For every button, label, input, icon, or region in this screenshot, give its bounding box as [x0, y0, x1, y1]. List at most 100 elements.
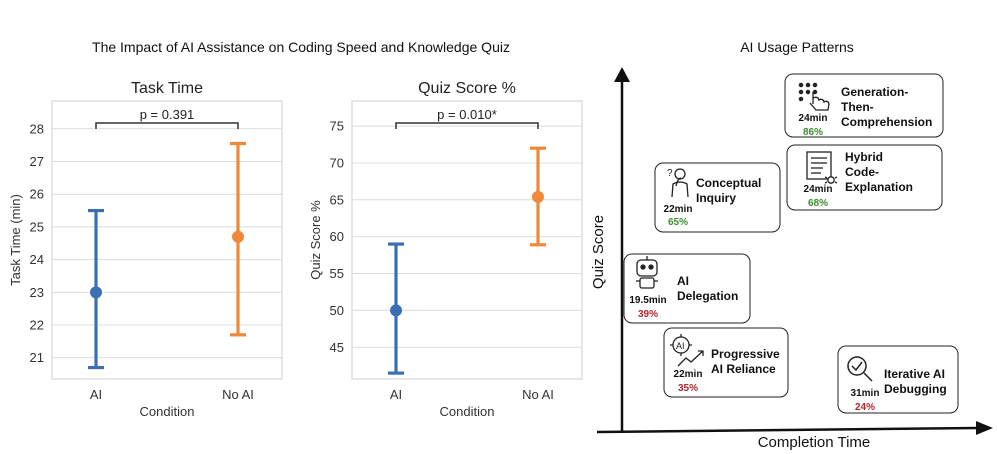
quiz-score-ylabel: Quiz Score % — [308, 200, 323, 280]
pattern-card-iterative-ai-debugging: Iterative AI Debugging 31min 24% — [837, 345, 959, 414]
robot-icon — [636, 256, 658, 289]
card-score: 35% — [678, 383, 698, 394]
quiz-score-title: Quiz Score % — [418, 80, 516, 97]
ai-gear-trend-icon: AI — [670, 334, 704, 367]
task-time-ytick-label: 25 — [30, 219, 44, 234]
pattern-card-conceptual-inquiry: ? Conceptual Inquiry 22min 65% — [654, 162, 781, 233]
task-time-title: Task Time — [131, 80, 203, 97]
card-time: 22min — [664, 204, 693, 215]
card-title-line: AI — [677, 274, 689, 288]
quiz-score-ytick-label: 50 — [330, 303, 344, 318]
quiz-score-ytick-label: 65 — [330, 192, 344, 207]
usage-patterns-diagram: AI Usage Patterns Completion Time Quiz S… — [590, 39, 993, 451]
card-title-line: Inquiry — [696, 191, 736, 205]
card-title-line: Code- — [845, 165, 879, 179]
card-title-line: Then- — [841, 100, 874, 114]
quiz-score-ytick-label: 75 — [330, 119, 344, 134]
card-score: 86% — [803, 127, 823, 138]
quiz-score-significance-bracket — [395, 122, 539, 129]
card-title-line: Generation- — [841, 85, 908, 99]
mean-point — [390, 304, 402, 317]
task-time-significance-bracket — [95, 122, 239, 129]
card-title-line: Hybrid — [845, 150, 883, 164]
quiz-score-ytick-label: 45 — [330, 340, 344, 355]
card-title-line: Explanation — [845, 180, 913, 194]
svg-text:Generation- Then-: Generation- Then- Comprehension — [841, 85, 932, 129]
card-score: 39% — [638, 309, 658, 320]
task-time-xtick-label: No AI — [222, 387, 254, 402]
usage-title: AI Usage Patterns — [740, 39, 854, 55]
card-score: 65% — [668, 217, 688, 228]
mean-point — [532, 190, 544, 203]
task-time-ytick-label: 27 — [30, 154, 44, 169]
card-box — [623, 253, 751, 324]
quiz-score-ytick-label: 70 — [330, 155, 344, 170]
task-time-ytick-label: 23 — [30, 285, 44, 300]
svg-text:Progressive AI Relianc: Progressive AI Reliance — [711, 347, 783, 376]
pattern-card-progressive-ai-reliance: AI Progressive AI Reliance 22min 35% — [663, 327, 789, 398]
mean-point — [232, 230, 244, 243]
card-time: 19.5min — [629, 295, 666, 306]
card-score: 24% — [855, 402, 875, 413]
task-time-errorbar-no-ai — [230, 141, 246, 337]
task-time-ytick-label: 21 — [30, 350, 44, 365]
svg-text:Conceptual Inquiry: Conceptual Inquiry — [696, 176, 765, 205]
task-time-p-value: p = 0.391 — [140, 107, 195, 122]
svg-text:Hybrid Code- E: Hybrid Code- Explanation — [845, 150, 913, 194]
card-box — [663, 327, 789, 398]
quiz-score-xlabel: Condition — [440, 404, 495, 419]
card-box — [784, 73, 944, 138]
quiz-score-plot-area — [351, 100, 583, 380]
task-time-panel: Task Time 21 22 23 24 25 26 27 28 AI No AI p = 0… — [8, 80, 283, 419]
card-time: 22min — [674, 369, 703, 380]
quiz-score-errorbar-ai — [388, 242, 404, 375]
card-title-line: Delegation — [677, 289, 738, 303]
svg-text:AI: AI — [676, 341, 685, 351]
task-time-plot-area — [51, 100, 283, 380]
magnifier-check-icon — [847, 356, 873, 382]
card-box — [837, 345, 959, 414]
quiz-score-xtick-label: No AI — [522, 387, 554, 402]
card-title-line: Comprehension — [841, 115, 932, 129]
task-time-ytick-label: 24 — [30, 252, 44, 267]
grid-pointer-icon — [798, 82, 830, 111]
figure-title: The Impact of AI Assistance on Coding Sp… — [92, 39, 510, 55]
task-time-xlabel: Condition — [140, 404, 195, 419]
card-box — [786, 144, 943, 211]
card-title-line: Conceptual — [696, 176, 761, 190]
quiz-score-ytick-label: 60 — [330, 229, 344, 244]
task-time-errorbar-ai — [88, 208, 104, 370]
mean-point — [90, 286, 102, 299]
usage-y-axis-arrow — [614, 67, 630, 82]
quiz-score-p-value: p = 0.010* — [437, 107, 497, 122]
quiz-score-ytick-label: 55 — [330, 266, 344, 281]
task-time-xtick-label: AI — [90, 387, 102, 402]
thinking-person-icon: ? — [667, 168, 689, 198]
card-title-line: Debugging — [884, 382, 947, 396]
card-time: 24min — [799, 113, 828, 124]
card-time: 31min — [851, 388, 880, 399]
quiz-score-errorbar-no-ai — [530, 146, 546, 247]
usage-ylabel: Quiz Score — [590, 215, 607, 289]
card-title-line: AI Reliance — [711, 362, 776, 376]
document-bug-icon — [806, 151, 838, 184]
quiz-score-panel: Quiz Score % 45 50 55 60 65 70 75 AI No AI p = … — [308, 80, 583, 419]
usage-x-axis-arrow — [976, 421, 993, 435]
task-time-ytick-label: 22 — [30, 318, 44, 333]
task-time-ylabel: Task Time (min) — [8, 194, 23, 286]
pattern-card-generation-then-comprehension: Generation- Then- Comprehension 24min 86… — [784, 73, 944, 138]
pattern-card-ai-delegation: AI Delegation 19.5min 39% — [623, 253, 751, 324]
card-time: 24min — [804, 184, 833, 195]
task-time-ytick-label: 26 — [30, 187, 44, 202]
task-time-ytick-label: 28 — [30, 121, 44, 136]
svg-text:?: ? — [667, 168, 673, 179]
quiz-score-xtick-label: AI — [390, 387, 402, 402]
svg-text:AI Delegation: AI Delegation — [677, 274, 738, 303]
svg-text:Iterative AI Debugging: Iterative AI Debugging — [884, 367, 948, 396]
card-title-line: Iterative AI — [884, 367, 945, 381]
card-box — [654, 162, 781, 233]
pattern-card-hybrid-code-explanation: Hybrid Code- Explanation 24min 68% — [786, 144, 943, 211]
card-score: 68% — [808, 198, 828, 209]
usage-xlabel: Completion Time — [758, 434, 871, 451]
